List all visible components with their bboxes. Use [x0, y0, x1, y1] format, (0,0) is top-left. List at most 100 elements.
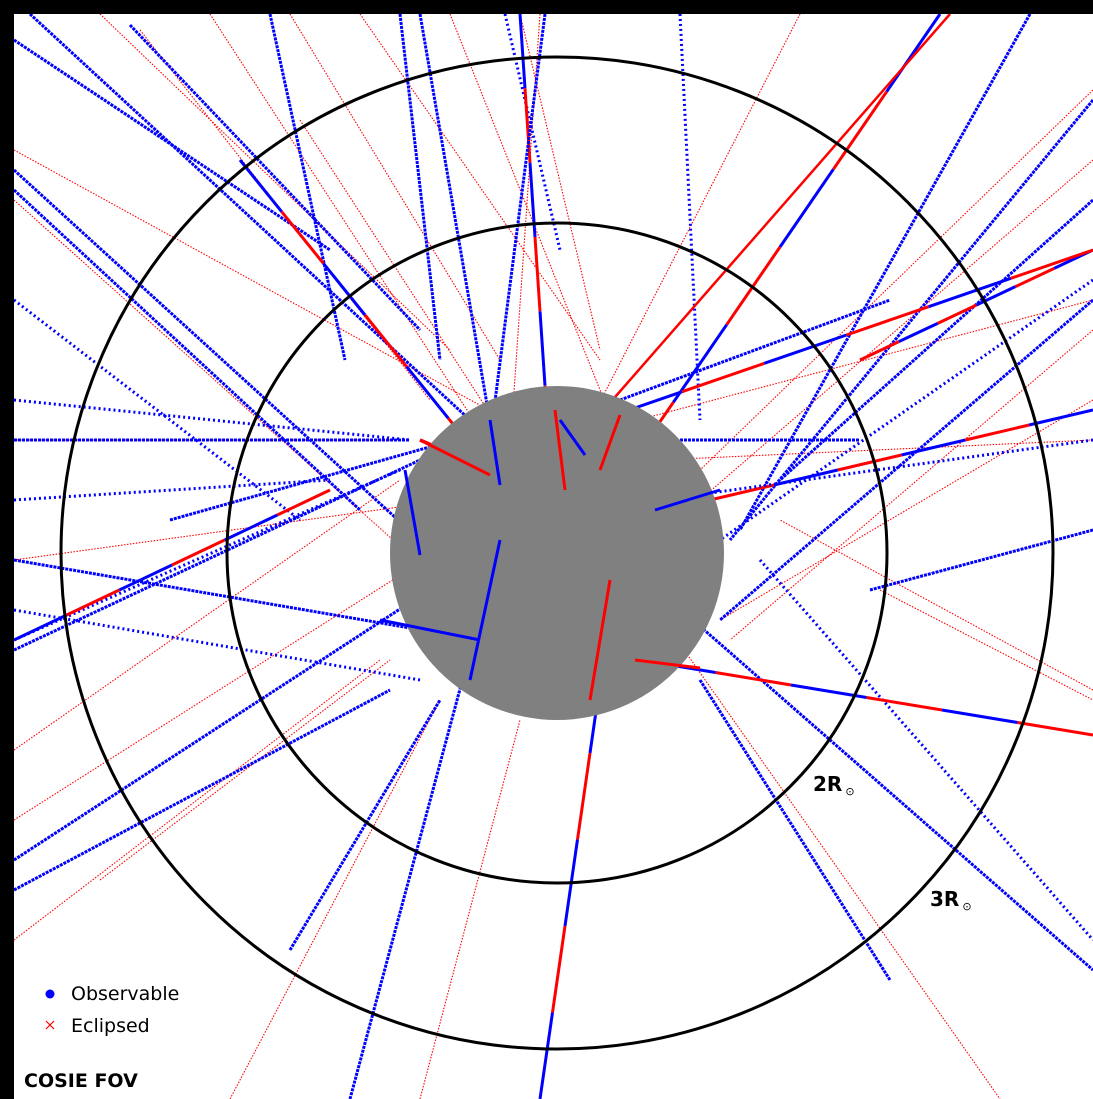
eclipsed-track	[699, 159, 1093, 501]
occulter-overlap-track	[558, 419, 587, 456]
legend-observable-label: Observable	[71, 983, 179, 1005]
occulter-overlap-track	[654, 488, 721, 512]
mixed-track-segment	[866, 696, 943, 712]
mixed-track-segment	[363, 314, 408, 368]
eclipsed-track	[719, 399, 1093, 621]
eclipsed-track	[599, 299, 1093, 431]
observable-track	[758, 559, 1093, 941]
eclipsed-track	[699, 89, 1093, 471]
mixed-track-segment	[975, 285, 1016, 307]
mixed-track-segment	[859, 340, 900, 362]
mixed-track-segment	[551, 925, 567, 1013]
mixed-track-segment	[14, 613, 68, 642]
observable-track	[719, 298, 1093, 622]
observable-track	[869, 528, 1093, 592]
observable-track	[503, 14, 562, 251]
eclipsed-track	[229, 699, 441, 1099]
mixed-track-segment	[533, 236, 542, 312]
mixed-track-segment	[681, 361, 765, 394]
observable-track	[14, 688, 391, 892]
inner-ring-2rsun	[225, 221, 889, 885]
mixed-track-segment	[1010, 248, 1093, 280]
mixed-track-segment	[66, 588, 120, 617]
mixed-track-segment	[937, 303, 978, 325]
observable-track	[14, 168, 422, 542]
eclipsed-track	[14, 199, 461, 601]
eclipsed-track	[559, 14, 951, 461]
eclipsed-track	[659, 439, 1093, 461]
observable-track	[14, 468, 401, 642]
mixed-track-segment	[778, 168, 835, 248]
legend-observable-marker	[45, 989, 55, 999]
observable-track	[14, 298, 301, 522]
occulter-overlap-track	[403, 469, 422, 556]
occulter-overlap-track	[468, 539, 502, 681]
observable-track	[14, 458, 421, 652]
observable-track	[738, 14, 1032, 531]
mixed-track-segment	[898, 321, 939, 344]
occulter-overlap-track	[588, 579, 612, 701]
occulter-overlap-track	[379, 618, 481, 642]
ring-label-3rsun: 3R ⊙	[930, 887, 972, 913]
observable-track	[669, 598, 1093, 972]
observable-track	[268, 14, 347, 361]
observable-track	[728, 99, 1093, 541]
occulter-overlap-track	[598, 414, 622, 471]
eclipsed-track	[879, 589, 1093, 701]
occulter-overlap-track	[488, 419, 502, 486]
eclipsed-track	[519, 14, 601, 351]
mixed-track-segment	[224, 513, 278, 542]
eclipsed-track	[99, 659, 391, 881]
mixed-track-segment	[171, 538, 226, 567]
mixed-track-segment	[964, 423, 1030, 442]
occulter-disk	[390, 386, 724, 720]
mixed-track-segment	[538, 311, 547, 386]
mixed-track-segment	[238, 159, 283, 213]
fov-label: COSIE FOV	[24, 1070, 138, 1092]
mixed-track-segment	[322, 262, 367, 316]
mixed-track-segment	[928, 276, 1012, 309]
occulter-overlap-track	[634, 658, 701, 670]
outer-ring-3rsun	[59, 55, 1055, 1051]
mixed-track-segment	[1017, 721, 1093, 737]
eclipsed-track	[289, 14, 501, 361]
mixed-track-segment	[576, 752, 592, 840]
mixed-track-segment	[672, 323, 728, 404]
mixed-track-segment	[1028, 408, 1093, 427]
eclipsed-track	[14, 659, 381, 941]
observable-track	[288, 699, 442, 951]
mixed-track-segment	[885, 14, 942, 93]
observable-track	[14, 558, 481, 642]
eclipsed-track	[14, 549, 441, 821]
mixed-track-segment	[941, 708, 1018, 724]
mixed-track-segment	[901, 438, 966, 457]
mixed-track-segment	[846, 305, 930, 337]
occulter-overlap-track	[419, 438, 491, 477]
eclipsed-track	[14, 499, 451, 561]
observable-track	[778, 198, 1093, 482]
mixed-track-segment	[725, 246, 782, 326]
legend-eclipsed-marker	[45, 1020, 55, 1030]
occulter-overlap-track	[553, 409, 567, 491]
observable-track	[14, 188, 362, 512]
mixed-track-segment	[538, 1012, 554, 1099]
observable-track	[14, 398, 411, 442]
mixed-track-segment	[837, 453, 902, 472]
mixed-track-segment	[1014, 266, 1055, 289]
mixed-track-segment	[715, 671, 792, 687]
mixed-track-segment	[280, 210, 325, 265]
mixed-track-segment	[523, 88, 532, 163]
eclipsed-track	[669, 629, 1001, 1099]
mixed-track-segment	[118, 563, 173, 592]
observable-track	[719, 278, 1093, 542]
observable-track	[398, 14, 442, 361]
ring-label-2rsun: 2R ⊙	[813, 772, 855, 798]
mixed-track-segment	[832, 90, 888, 171]
occulter-overlap-tracks	[379, 409, 721, 701]
observable-track	[698, 679, 892, 981]
eclipsed-track	[779, 519, 1093, 691]
eclipsed-track	[569, 14, 801, 461]
eclipsed-track	[359, 14, 601, 361]
